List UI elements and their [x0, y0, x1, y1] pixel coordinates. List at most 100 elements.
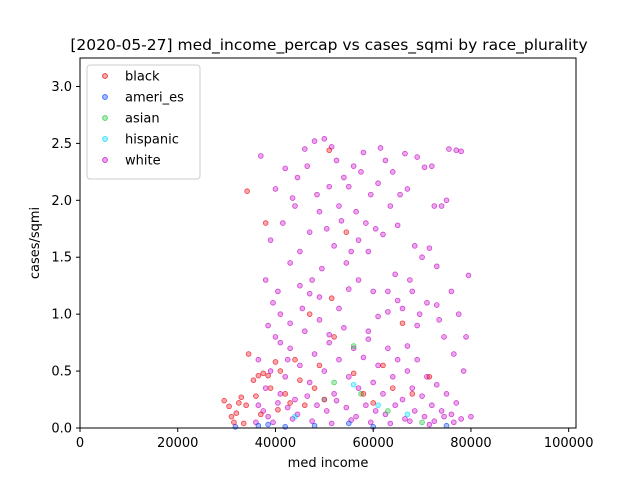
- point-white: [385, 345, 391, 352]
- point-white: [421, 164, 428, 171]
- point-black: [226, 403, 232, 410]
- point-white: [409, 288, 416, 295]
- point-white: [426, 245, 433, 251]
- y-tick-label: 2.5: [51, 137, 72, 152]
- point-white: [258, 153, 264, 159]
- point-white: [370, 379, 377, 386]
- point-black: [360, 391, 367, 397]
- legend-marker-white: [102, 157, 108, 163]
- point-white: [282, 165, 289, 172]
- point-white: [363, 220, 369, 226]
- point-white: [465, 272, 472, 279]
- point-white: [343, 260, 350, 266]
- point-white: [407, 418, 413, 424]
- point-black: [409, 391, 416, 397]
- point-white: [306, 290, 313, 297]
- point-black: [275, 406, 281, 413]
- point-white: [319, 265, 325, 272]
- point-white: [426, 421, 433, 428]
- legend-box: [86, 64, 201, 180]
- point-white: [255, 356, 262, 363]
- point-white: [429, 402, 435, 409]
- point-white: [411, 408, 418, 414]
- point-white: [455, 311, 462, 317]
- point-white: [314, 402, 320, 409]
- point-white: [289, 195, 296, 201]
- point-white: [399, 305, 406, 312]
- point-white: [301, 146, 308, 152]
- y-tick-label: 3.0: [51, 80, 72, 95]
- point-white: [282, 373, 289, 380]
- point-white: [353, 413, 359, 420]
- point-white: [331, 391, 337, 397]
- y-axis-label: cases/sqmi: [28, 207, 43, 279]
- point-white: [453, 400, 460, 406]
- point-white: [375, 362, 381, 369]
- point-ameri_es: [255, 422, 262, 429]
- point-black: [426, 373, 433, 380]
- point-white: [270, 419, 276, 426]
- point-white: [367, 419, 374, 426]
- point-white: [323, 408, 330, 414]
- point-white: [309, 277, 315, 283]
- point-white: [448, 411, 455, 418]
- point-black: [370, 400, 377, 406]
- point-hispanic: [404, 411, 411, 418]
- point-white: [272, 186, 279, 192]
- point-white: [265, 413, 271, 420]
- point-white: [380, 231, 386, 238]
- point-white: [333, 397, 340, 404]
- point-black: [250, 377, 257, 383]
- point-white: [372, 408, 379, 414]
- point-white: [297, 362, 303, 369]
- point-black: [311, 385, 318, 391]
- point-black: [287, 400, 293, 406]
- point-ameri_es: [265, 421, 271, 428]
- point-white: [284, 404, 291, 411]
- point-black: [343, 229, 350, 235]
- point-white: [451, 419, 457, 426]
- point-white: [333, 157, 340, 164]
- point-white: [438, 203, 445, 209]
- point-white: [380, 391, 386, 397]
- point-white: [277, 339, 284, 346]
- point-white: [414, 154, 420, 160]
- point-white: [341, 174, 347, 181]
- y-tick-label: 0.0: [51, 422, 72, 437]
- point-white: [404, 368, 411, 374]
- point-white: [399, 396, 406, 403]
- point-white: [419, 393, 425, 399]
- point-white: [279, 220, 286, 226]
- point-black: [265, 372, 271, 379]
- point-asian: [419, 419, 425, 426]
- point-white: [326, 331, 333, 338]
- point-black: [328, 295, 335, 302]
- point-white: [365, 328, 372, 335]
- point-white: [350, 163, 357, 169]
- point-white: [409, 385, 416, 391]
- y-tick-label: 1.5: [51, 251, 72, 266]
- point-white: [441, 334, 447, 340]
- point-white: [284, 356, 291, 363]
- point-white: [438, 408, 445, 414]
- point-white: [287, 320, 293, 327]
- point-white: [416, 311, 423, 317]
- point-asian: [331, 379, 337, 386]
- point-black: [301, 402, 308, 409]
- point-white: [355, 277, 362, 283]
- point-white: [370, 288, 377, 295]
- point-white: [297, 248, 303, 255]
- x-tick-label: 60000: [353, 436, 394, 451]
- legend-marker-black: [102, 73, 108, 79]
- point-hispanic: [292, 413, 298, 420]
- point-black: [282, 391, 289, 397]
- point-white: [377, 145, 384, 151]
- point-white: [345, 286, 352, 292]
- point-white: [294, 174, 301, 181]
- point-white: [270, 299, 276, 306]
- point-white: [311, 351, 318, 357]
- point-white: [309, 418, 315, 424]
- point-white: [345, 373, 352, 380]
- point-white: [431, 203, 438, 209]
- point-white: [468, 413, 474, 420]
